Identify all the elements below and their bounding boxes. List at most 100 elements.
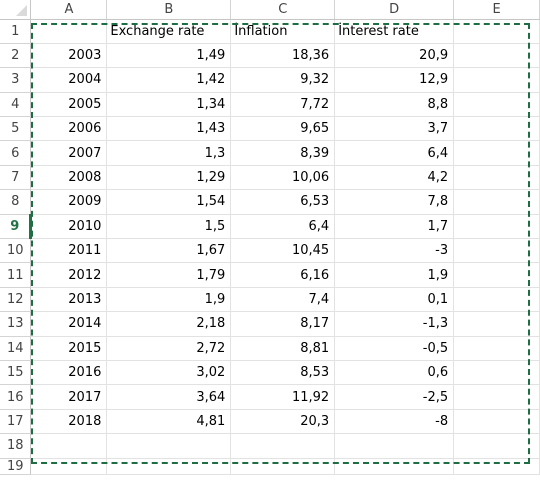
- cell-interest-rate[interactable]: -1,3: [334, 311, 455, 337]
- cell-inflation[interactable]: 7,4: [230, 287, 336, 313]
- cell-inflation[interactable]: 9,65: [230, 116, 336, 142]
- cell-empty[interactable]: [453, 43, 540, 69]
- cell-inflation[interactable]: 8,17: [230, 311, 336, 337]
- cell-inflation[interactable]: 8,81: [230, 336, 336, 361]
- column-header-a[interactable]: A: [30, 0, 108, 20]
- cell-interest-rate[interactable]: 8,8: [334, 92, 455, 118]
- cell-inflation[interactable]: 8,39: [230, 140, 336, 166]
- cell-exchange-rate[interactable]: 2,18: [106, 311, 232, 337]
- row-header[interactable]: 16: [0, 384, 32, 410]
- cell-b1[interactable]: Exchange rate: [106, 19, 232, 44]
- row-header[interactable]: 10: [0, 238, 32, 264]
- cell-inflation[interactable]: 6,4: [230, 214, 336, 240]
- cell-d1[interactable]: İnterest rate: [334, 19, 455, 44]
- cell-empty[interactable]: [453, 433, 540, 459]
- cell-inflation[interactable]: 6,16: [230, 262, 336, 288]
- cell-empty[interactable]: [453, 384, 540, 410]
- cell-empty[interactable]: [453, 238, 540, 264]
- row-header[interactable]: 17: [0, 409, 32, 435]
- cell-c1[interactable]: İnflation: [230, 19, 336, 44]
- cell-year[interactable]: 2009: [30, 189, 108, 215]
- cell-exchange-rate[interactable]: 1,49: [106, 43, 232, 69]
- row-header[interactable]: 18: [0, 433, 32, 459]
- cell-interest-rate[interactable]: 4,2: [334, 165, 455, 191]
- cell-interest-rate[interactable]: -0,5: [334, 336, 455, 361]
- cell-interest-rate[interactable]: 7,8: [334, 189, 455, 215]
- cell-interest-rate[interactable]: 12,9: [334, 67, 455, 93]
- cell-exchange-rate[interactable]: 2,72: [106, 336, 232, 361]
- cell-inflation[interactable]: 10,45: [230, 238, 336, 264]
- column-header-d[interactable]: D: [334, 0, 455, 20]
- cell-empty[interactable]: [30, 458, 108, 475]
- cell-interest-rate[interactable]: 1,9: [334, 262, 455, 288]
- cell-empty[interactable]: [334, 433, 455, 459]
- cell-empty[interactable]: [230, 458, 336, 475]
- cell-inflation[interactable]: 10,06: [230, 165, 336, 191]
- cell-empty[interactable]: [453, 189, 540, 215]
- cell-exchange-rate[interactable]: 1,3: [106, 140, 232, 166]
- cell-e1[interactable]: [453, 19, 540, 44]
- cell-year[interactable]: 2005: [30, 92, 108, 118]
- column-header-e[interactable]: E: [453, 0, 540, 20]
- cell-interest-rate[interactable]: -8: [334, 409, 455, 435]
- cell-year[interactable]: 2010: [30, 214, 108, 240]
- cell-year[interactable]: 2012: [30, 262, 108, 288]
- row-header[interactable]: 5: [0, 116, 32, 142]
- select-all-corner[interactable]: [0, 0, 32, 20]
- row-header[interactable]: 8: [0, 189, 32, 215]
- cell-exchange-rate[interactable]: 1,29: [106, 165, 232, 191]
- cell-interest-rate[interactable]: 20,9: [334, 43, 455, 69]
- cell-year[interactable]: 2014: [30, 311, 108, 337]
- cell-empty[interactable]: [453, 165, 540, 191]
- cell-inflation[interactable]: 6,53: [230, 189, 336, 215]
- cell-empty[interactable]: [106, 433, 232, 459]
- cell-inflation[interactable]: 7,72: [230, 92, 336, 118]
- row-header[interactable]: 3: [0, 67, 32, 93]
- cell-year[interactable]: 2017: [30, 384, 108, 410]
- row-header[interactable]: 4: [0, 92, 32, 118]
- row-header[interactable]: 19: [0, 458, 32, 475]
- cell-inflation[interactable]: 8,53: [230, 360, 336, 386]
- cell-year[interactable]: 2006: [30, 116, 108, 142]
- cell-year[interactable]: 2011: [30, 238, 108, 264]
- cell-exchange-rate[interactable]: 1,5: [106, 214, 232, 240]
- cell-exchange-rate[interactable]: 4,81: [106, 409, 232, 435]
- cell-empty[interactable]: [453, 336, 540, 361]
- cell-exchange-rate[interactable]: 1,43: [106, 116, 232, 142]
- cell-empty[interactable]: [453, 287, 540, 313]
- cell-interest-rate[interactable]: 0,1: [334, 287, 455, 313]
- cell-interest-rate[interactable]: -2,5: [334, 384, 455, 410]
- cell-year[interactable]: 2013: [30, 287, 108, 313]
- cell-empty[interactable]: [453, 140, 540, 166]
- cell-empty[interactable]: [334, 458, 455, 475]
- cell-exchange-rate[interactable]: 1,42: [106, 67, 232, 93]
- cell-exchange-rate[interactable]: 1,67: [106, 238, 232, 264]
- row-header[interactable]: 12: [0, 287, 32, 313]
- cell-exchange-rate[interactable]: 1,54: [106, 189, 232, 215]
- cell-empty[interactable]: [453, 67, 540, 93]
- cell-exchange-rate[interactable]: 3,02: [106, 360, 232, 386]
- cell-year[interactable]: 2015: [30, 336, 108, 361]
- cell-empty[interactable]: [453, 116, 540, 142]
- cell-exchange-rate[interactable]: 1,79: [106, 262, 232, 288]
- row-header[interactable]: 7: [0, 165, 32, 191]
- row-header[interactable]: 6: [0, 140, 32, 166]
- cell-year[interactable]: 2016: [30, 360, 108, 386]
- row-header[interactable]: 14: [0, 336, 32, 361]
- cell-inflation[interactable]: 18,36: [230, 43, 336, 69]
- cell-empty[interactable]: [453, 311, 540, 337]
- cell-year[interactable]: 2008: [30, 165, 108, 191]
- cell-inflation[interactable]: 11,92: [230, 384, 336, 410]
- column-header-c[interactable]: C: [230, 0, 336, 20]
- row-header[interactable]: 11: [0, 262, 32, 288]
- cell-interest-rate[interactable]: 3,7: [334, 116, 455, 142]
- cell-interest-rate[interactable]: 0,6: [334, 360, 455, 386]
- row-header[interactable]: 2: [0, 43, 32, 69]
- cell-empty[interactable]: [453, 262, 540, 288]
- cell-exchange-rate[interactable]: 3,64: [106, 384, 232, 410]
- cell-empty[interactable]: [453, 458, 540, 475]
- cell-empty[interactable]: [30, 433, 108, 459]
- cell-exchange-rate[interactable]: 1,9: [106, 287, 232, 313]
